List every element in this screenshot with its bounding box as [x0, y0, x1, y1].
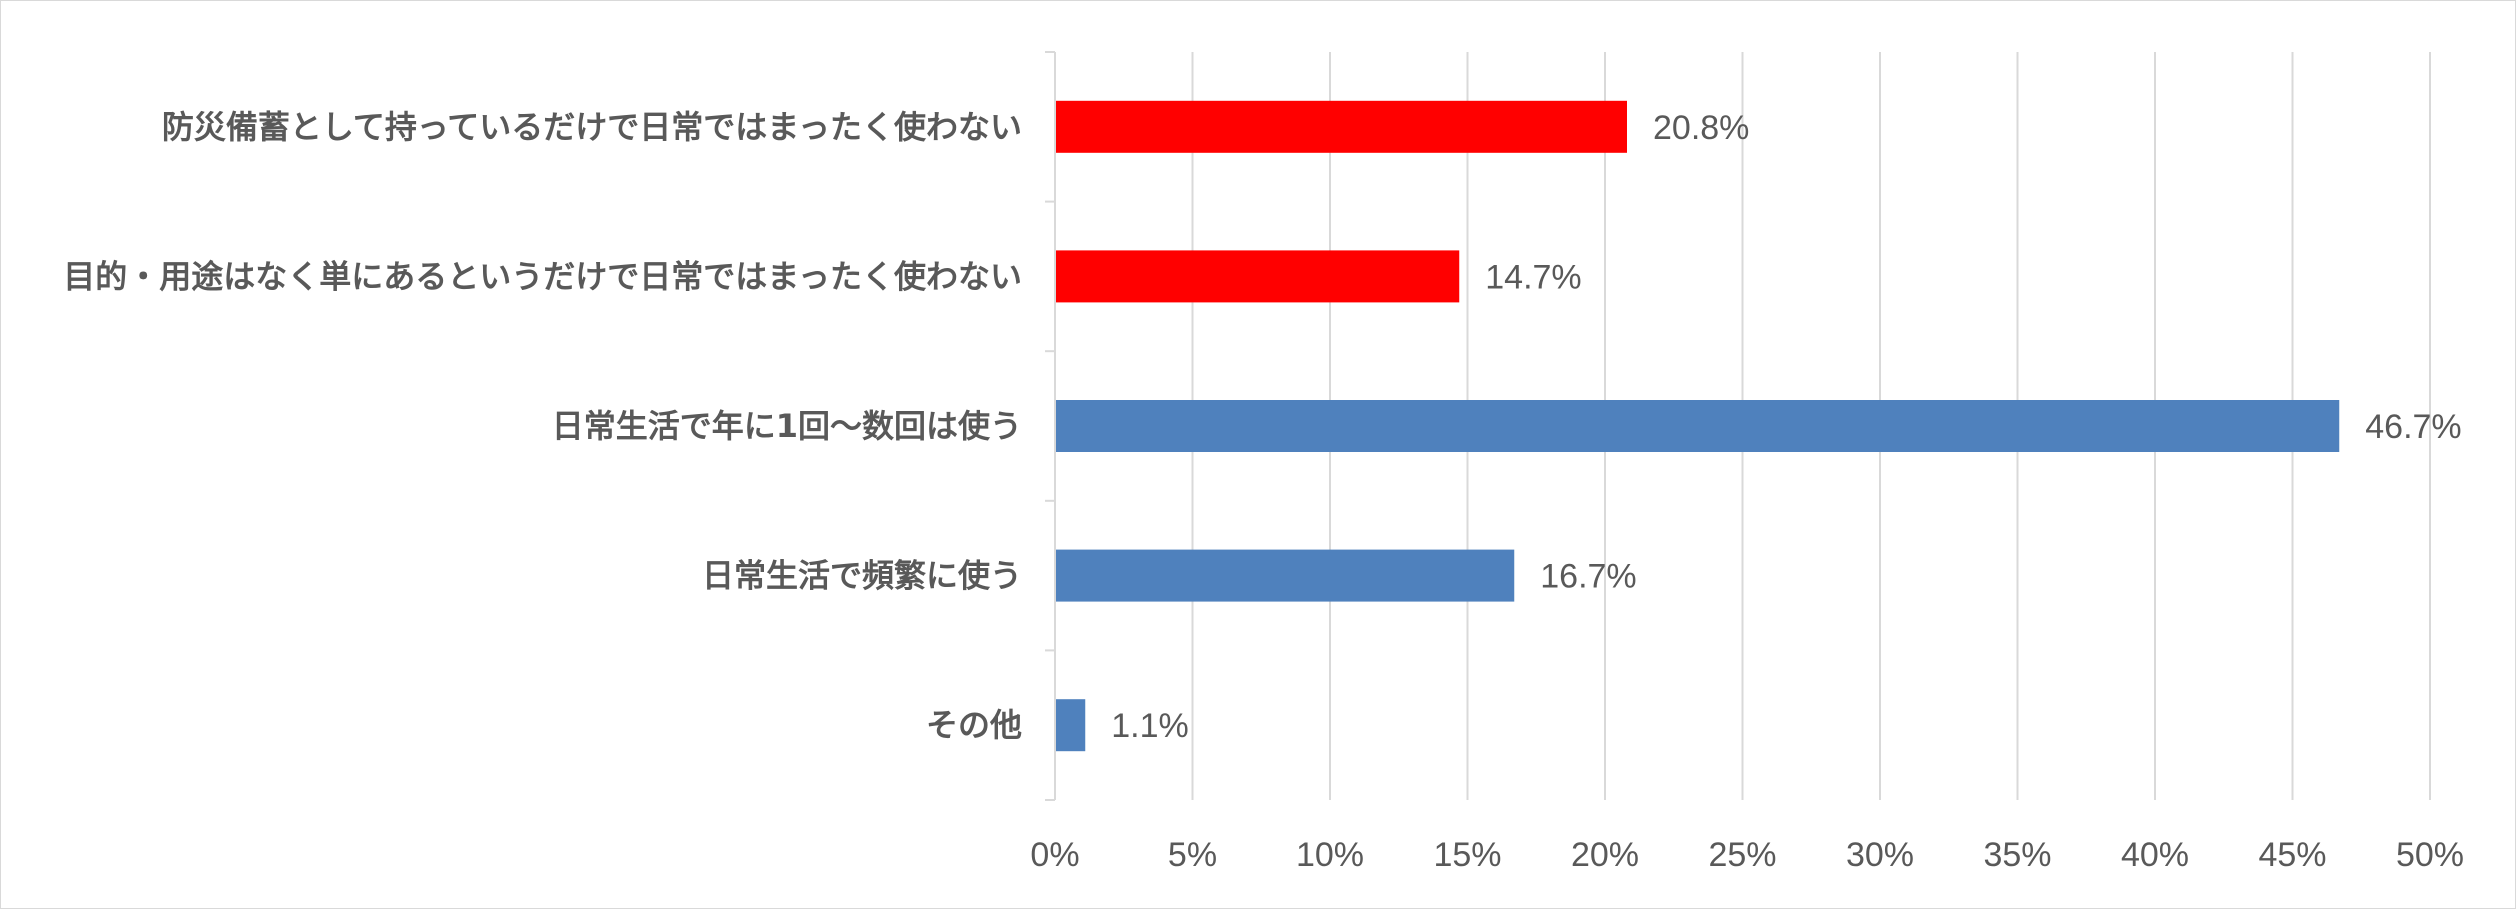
bar	[1056, 400, 2340, 452]
data-label: 46.7%	[2365, 408, 2461, 446]
labels: 0% 5% 10% 15% 20% 25% 30% 35% 40% 45% 50% 防災備蓄として持っ…	[63, 108, 2464, 874]
data-label: 20.8%	[1653, 109, 1749, 147]
x-tick-label: 0%	[1030, 836, 1079, 874]
x-tick-label: 35%	[1983, 836, 2051, 874]
bars	[1056, 100, 2340, 752]
x-tick-label: 15%	[1433, 836, 1501, 874]
x-tick-label: 40%	[2121, 836, 2189, 874]
bar	[1056, 699, 1086, 752]
x-tick-label: 20%	[1571, 836, 1639, 874]
category-label: 日常生活で年に1回～数回は使う	[552, 407, 1022, 445]
x-tick-label: 25%	[1708, 836, 1776, 874]
x-tick-label: 30%	[1846, 836, 1914, 874]
data-label: 14.7%	[1485, 258, 1581, 296]
x-tick-label: 50%	[2396, 836, 2464, 874]
bar	[1056, 250, 1460, 303]
x-tick-label: 45%	[2258, 836, 2326, 874]
category-label: 防災備蓄として持っているだけで日常ではまったく使わない	[162, 108, 1022, 146]
category-label: 目的・用途はなく単にあるというだけで日常ではまったく使わない	[63, 257, 1022, 295]
category-label: その他	[926, 706, 1022, 744]
data-label: 16.7%	[1540, 558, 1636, 596]
x-tick-label: 10%	[1296, 836, 1364, 874]
bar	[1056, 549, 1515, 602]
category-axis	[1045, 51, 1056, 801]
bar	[1056, 100, 1627, 153]
data-label: 1.1%	[1111, 707, 1189, 745]
category-label: 日常生活で頻繁に使う	[702, 557, 1022, 595]
x-tick-label: 5%	[1168, 836, 1217, 874]
